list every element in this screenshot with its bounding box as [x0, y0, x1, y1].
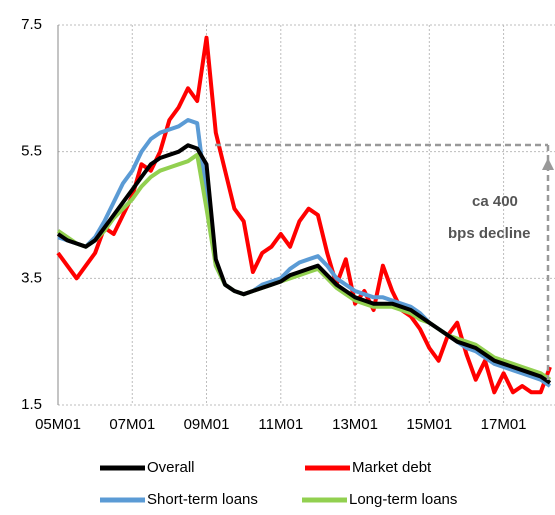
- annotation: bps decline: [448, 225, 531, 242]
- series-line: [56, 143, 552, 385]
- x-tick-label: 13M01: [332, 416, 378, 433]
- legend-label: Short-term loans: [147, 491, 258, 508]
- series-line: [56, 35, 552, 395]
- arrow-head: [542, 158, 554, 170]
- grid: [57, 24, 555, 406]
- y-tick-label: 3.5: [21, 269, 42, 286]
- series-line: [56, 152, 552, 382]
- legend-label: Long-term loans: [349, 491, 457, 508]
- x-tick-label: 11M01: [258, 416, 303, 433]
- legend-label: Overall: [147, 459, 195, 476]
- y-tick-label: 7.5: [21, 16, 42, 33]
- y-tick-label: 1.5: [21, 396, 42, 413]
- y-tick-label: 5.5: [21, 143, 42, 160]
- legend-label: Market debt: [352, 459, 432, 476]
- x-tick-label: 05M01: [35, 416, 81, 433]
- x-tick-label: 07M01: [109, 416, 155, 433]
- x-tick-label: 09M01: [184, 416, 230, 433]
- plot: [56, 35, 552, 395]
- x-tick-label: 15M01: [406, 416, 452, 433]
- annotation: ca 400: [472, 193, 518, 210]
- series-line: [57, 118, 552, 388]
- x-tick-label: 17M01: [481, 416, 527, 433]
